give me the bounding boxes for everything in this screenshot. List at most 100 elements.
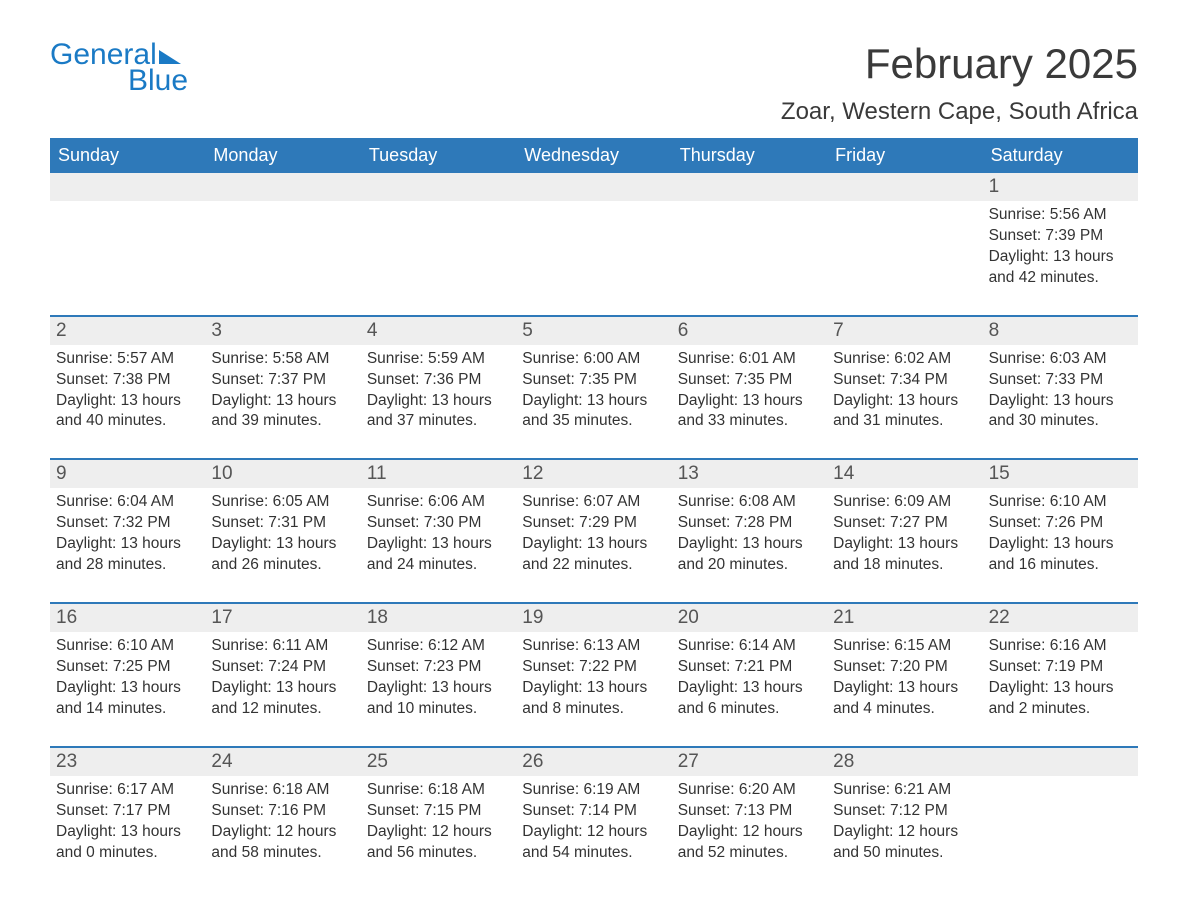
sunrise-line: Sunrise: 6:07 AM xyxy=(522,492,665,513)
day-number: 5 xyxy=(516,317,671,345)
sunrise-line: Sunrise: 6:13 AM xyxy=(522,636,665,657)
weekday-header-row: Sunday Monday Tuesday Wednesday Thursday… xyxy=(50,138,1138,173)
day-number xyxy=(50,173,205,201)
sunset-line: Sunset: 7:25 PM xyxy=(56,657,199,678)
weeks-container: 1Sunrise: 5:56 AMSunset: 7:39 PMDaylight… xyxy=(50,173,1138,863)
month-title: February 2025 xyxy=(781,40,1138,88)
sunset-line: Sunset: 7:33 PM xyxy=(989,370,1132,391)
sunset-line: Sunset: 7:14 PM xyxy=(522,801,665,822)
sunset-line: Sunset: 7:35 PM xyxy=(522,370,665,391)
day-number xyxy=(205,173,360,201)
sunset-line: Sunset: 7:19 PM xyxy=(989,657,1132,678)
sunrise-line: Sunrise: 5:59 AM xyxy=(367,349,510,370)
day-cell: Sunrise: 6:07 AMSunset: 7:29 PMDaylight:… xyxy=(516,488,671,576)
day-cell: Sunrise: 6:06 AMSunset: 7:30 PMDaylight:… xyxy=(361,488,516,576)
day-number: 13 xyxy=(672,460,827,488)
day-number: 23 xyxy=(50,748,205,776)
logo-text-blue: Blue xyxy=(128,66,188,96)
daylight-line: Daylight: 13 hours and 4 minutes. xyxy=(833,678,976,720)
day-number: 2 xyxy=(50,317,205,345)
day-number xyxy=(516,173,671,201)
sunset-line: Sunset: 7:23 PM xyxy=(367,657,510,678)
day-body-row: Sunrise: 6:04 AMSunset: 7:32 PMDaylight:… xyxy=(50,488,1138,576)
day-body-row: Sunrise: 6:17 AMSunset: 7:17 PMDaylight:… xyxy=(50,776,1138,864)
sunrise-line: Sunrise: 6:16 AM xyxy=(989,636,1132,657)
sunset-line: Sunset: 7:39 PM xyxy=(989,226,1132,247)
daylight-line: Daylight: 13 hours and 37 minutes. xyxy=(367,391,510,433)
day-number: 25 xyxy=(361,748,516,776)
sunrise-line: Sunrise: 6:17 AM xyxy=(56,780,199,801)
day-number: 20 xyxy=(672,604,827,632)
daylight-line: Daylight: 13 hours and 16 minutes. xyxy=(989,534,1132,576)
day-cell xyxy=(827,201,982,289)
sunset-line: Sunset: 7:17 PM xyxy=(56,801,199,822)
sunrise-line: Sunrise: 6:10 AM xyxy=(989,492,1132,513)
sunset-line: Sunset: 7:30 PM xyxy=(367,513,510,534)
day-number-row: 2345678 xyxy=(50,317,1138,345)
week-row: 16171819202122Sunrise: 6:10 AMSunset: 7:… xyxy=(50,602,1138,720)
day-cell: Sunrise: 6:09 AMSunset: 7:27 PMDaylight:… xyxy=(827,488,982,576)
day-number: 17 xyxy=(205,604,360,632)
day-cell: Sunrise: 6:03 AMSunset: 7:33 PMDaylight:… xyxy=(983,345,1138,433)
sunset-line: Sunset: 7:29 PM xyxy=(522,513,665,534)
sunset-line: Sunset: 7:21 PM xyxy=(678,657,821,678)
sunrise-line: Sunrise: 5:57 AM xyxy=(56,349,199,370)
sunrise-line: Sunrise: 6:05 AM xyxy=(211,492,354,513)
day-number: 11 xyxy=(361,460,516,488)
day-cell: Sunrise: 6:11 AMSunset: 7:24 PMDaylight:… xyxy=(205,632,360,720)
daylight-line: Daylight: 13 hours and 28 minutes. xyxy=(56,534,199,576)
weekday-label: Thursday xyxy=(672,138,827,173)
day-number: 4 xyxy=(361,317,516,345)
daylight-line: Daylight: 13 hours and 18 minutes. xyxy=(833,534,976,576)
sunrise-line: Sunrise: 6:06 AM xyxy=(367,492,510,513)
daylight-line: Daylight: 13 hours and 26 minutes. xyxy=(211,534,354,576)
sunrise-line: Sunrise: 5:56 AM xyxy=(989,205,1132,226)
sunrise-line: Sunrise: 6:00 AM xyxy=(522,349,665,370)
day-number: 16 xyxy=(50,604,205,632)
day-number: 22 xyxy=(983,604,1138,632)
weekday-label: Wednesday xyxy=(516,138,671,173)
sunrise-line: Sunrise: 6:11 AM xyxy=(211,636,354,657)
sunrise-line: Sunrise: 6:15 AM xyxy=(833,636,976,657)
day-cell: Sunrise: 5:57 AMSunset: 7:38 PMDaylight:… xyxy=(50,345,205,433)
sunrise-line: Sunrise: 6:09 AM xyxy=(833,492,976,513)
day-number: 6 xyxy=(672,317,827,345)
logo: General Blue xyxy=(50,40,188,96)
daylight-line: Daylight: 13 hours and 35 minutes. xyxy=(522,391,665,433)
day-cell: Sunrise: 6:21 AMSunset: 7:12 PMDaylight:… xyxy=(827,776,982,864)
day-number xyxy=(827,173,982,201)
sunset-line: Sunset: 7:34 PM xyxy=(833,370,976,391)
daylight-line: Daylight: 13 hours and 0 minutes. xyxy=(56,822,199,864)
sunset-line: Sunset: 7:16 PM xyxy=(211,801,354,822)
daylight-line: Daylight: 13 hours and 42 minutes. xyxy=(989,247,1132,289)
day-body-row: Sunrise: 5:57 AMSunset: 7:38 PMDaylight:… xyxy=(50,345,1138,433)
day-cell: Sunrise: 6:15 AMSunset: 7:20 PMDaylight:… xyxy=(827,632,982,720)
day-number xyxy=(983,748,1138,776)
daylight-line: Daylight: 13 hours and 12 minutes. xyxy=(211,678,354,720)
day-number: 24 xyxy=(205,748,360,776)
sunrise-line: Sunrise: 6:14 AM xyxy=(678,636,821,657)
day-number-row: 1 xyxy=(50,173,1138,201)
weekday-label: Monday xyxy=(205,138,360,173)
sunset-line: Sunset: 7:37 PM xyxy=(211,370,354,391)
sunset-line: Sunset: 7:35 PM xyxy=(678,370,821,391)
sunrise-line: Sunrise: 6:18 AM xyxy=(367,780,510,801)
daylight-line: Daylight: 13 hours and 40 minutes. xyxy=(56,391,199,433)
week-row: 2345678Sunrise: 5:57 AMSunset: 7:38 PMDa… xyxy=(50,315,1138,433)
day-number xyxy=(361,173,516,201)
day-number: 3 xyxy=(205,317,360,345)
sunrise-line: Sunrise: 5:58 AM xyxy=(211,349,354,370)
day-cell: Sunrise: 6:13 AMSunset: 7:22 PMDaylight:… xyxy=(516,632,671,720)
week-row: 1Sunrise: 5:56 AMSunset: 7:39 PMDaylight… xyxy=(50,173,1138,289)
sunrise-line: Sunrise: 6:21 AM xyxy=(833,780,976,801)
sunrise-line: Sunrise: 6:04 AM xyxy=(56,492,199,513)
day-cell: Sunrise: 6:08 AMSunset: 7:28 PMDaylight:… xyxy=(672,488,827,576)
day-body-row: Sunrise: 5:56 AMSunset: 7:39 PMDaylight:… xyxy=(50,201,1138,289)
day-cell xyxy=(50,201,205,289)
day-number-row: 9101112131415 xyxy=(50,460,1138,488)
day-cell: Sunrise: 6:18 AMSunset: 7:16 PMDaylight:… xyxy=(205,776,360,864)
sunset-line: Sunset: 7:27 PM xyxy=(833,513,976,534)
day-number: 27 xyxy=(672,748,827,776)
sunrise-line: Sunrise: 6:08 AM xyxy=(678,492,821,513)
sunset-line: Sunset: 7:22 PM xyxy=(522,657,665,678)
